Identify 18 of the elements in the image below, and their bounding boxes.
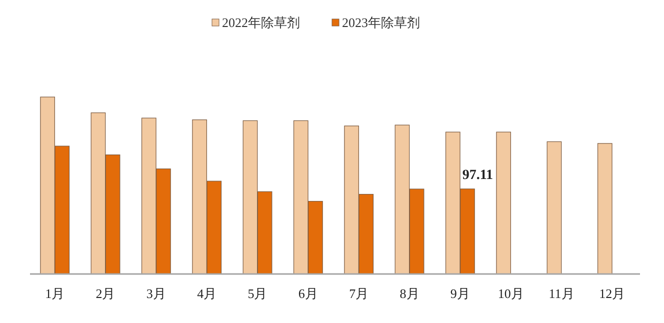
x-tick-label: 5月 [248, 286, 268, 301]
x-tick-label: 6月 [298, 286, 318, 301]
x-tick-label: 8月 [400, 286, 420, 301]
x-tick-label: 3月 [146, 286, 166, 301]
x-tick-label: 12月 [599, 286, 626, 301]
x-tick-label: 2月 [96, 286, 116, 301]
x-tick-label: 1月 [45, 286, 65, 301]
bar [496, 132, 511, 274]
x-tick-label: 4月 [197, 286, 217, 301]
data-label: 97.11 [462, 168, 494, 183]
legend-label: 2023年除草剂 [342, 15, 420, 30]
x-tick-label: 11月 [548, 286, 574, 301]
x-tick-label: 9月 [450, 286, 470, 301]
x-tick-label: 7月 [349, 286, 369, 301]
x-tick-label: 10月 [498, 286, 524, 301]
legend-label: 2022年除草剂 [222, 15, 300, 30]
bar [597, 143, 612, 274]
bar [546, 141, 562, 274]
